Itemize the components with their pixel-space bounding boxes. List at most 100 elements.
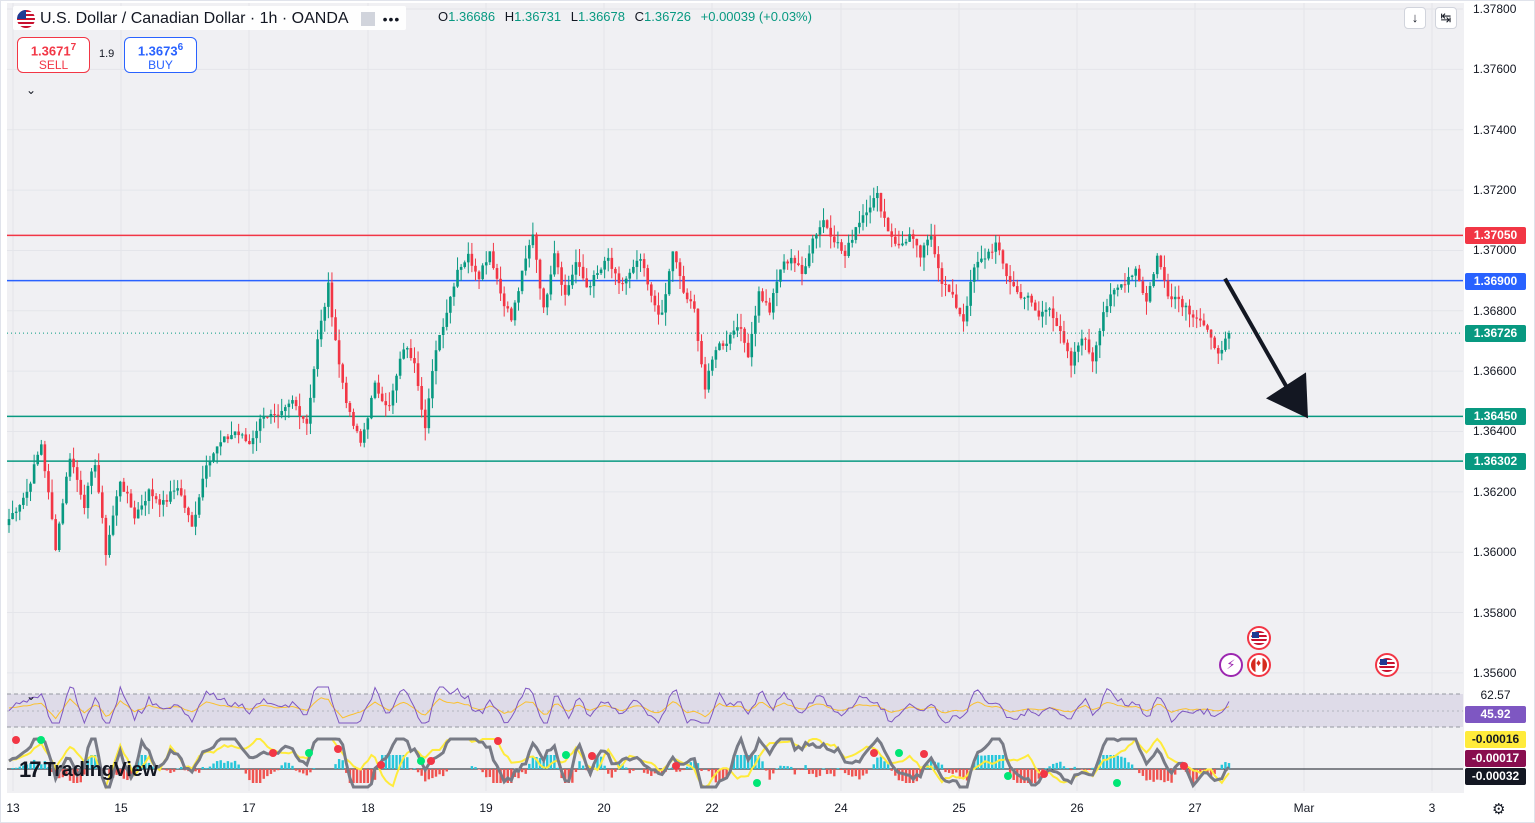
candle-body bbox=[47, 471, 50, 493]
candle-body bbox=[197, 497, 201, 515]
candle-body bbox=[237, 431, 240, 436]
visibility-toggle-icon[interactable] bbox=[360, 12, 375, 26]
candle-body bbox=[1216, 348, 1220, 354]
macd-histogram-bar bbox=[431, 769, 434, 779]
macd-histogram-bar bbox=[682, 769, 685, 771]
macd-histogram-bar bbox=[445, 769, 448, 772]
macd-histogram-bar bbox=[266, 769, 269, 777]
macd-histogram-bar bbox=[815, 769, 818, 778]
collapse-legend-chevron-icon[interactable]: ⌄ bbox=[26, 83, 37, 97]
grid-lines bbox=[7, 3, 1463, 791]
candle-body bbox=[700, 340, 703, 365]
candle-body bbox=[560, 267, 563, 285]
macd-histogram-bar bbox=[477, 769, 481, 770]
macd-histogram-bar bbox=[1112, 755, 1116, 769]
macd-histogram-bar bbox=[1073, 766, 1076, 769]
date-tick-label: Mar bbox=[1293, 801, 1315, 815]
macd-histogram-bar bbox=[1166, 769, 1170, 781]
collapse-indicators-chevron-icon[interactable]: ⌄ bbox=[26, 689, 37, 703]
open-value: 1.36686 bbox=[448, 9, 496, 24]
macd-histogram-bar bbox=[1127, 762, 1130, 769]
candle-body bbox=[682, 276, 685, 293]
price-tick-label: 1.37000 bbox=[1473, 243, 1517, 258]
candle-body bbox=[768, 302, 772, 313]
macd-histogram-bar bbox=[194, 769, 197, 772]
candle-body bbox=[438, 334, 441, 351]
candle-body bbox=[639, 259, 642, 261]
candle-body bbox=[743, 328, 746, 343]
macd-histogram-bar bbox=[646, 769, 649, 774]
gear-icon[interactable]: ⚙ bbox=[1492, 801, 1506, 818]
sell-button[interactable]: 1.36717 SELL bbox=[17, 37, 90, 73]
candle-body bbox=[872, 198, 876, 208]
symbol-legend[interactable]: U.S. Dollar / Canadian Dollar · 1h · OAN… bbox=[13, 6, 407, 30]
download-button[interactable]: ↓ bbox=[1404, 7, 1426, 29]
candle-body bbox=[18, 505, 22, 512]
candle-body bbox=[685, 292, 689, 300]
buy-button[interactable]: 1.36736 BUY bbox=[124, 37, 197, 73]
candle-body bbox=[1084, 338, 1087, 340]
candle-body bbox=[710, 359, 714, 371]
fullscreen-button[interactable]: ↹ bbox=[1435, 7, 1457, 29]
candle-body bbox=[793, 257, 797, 264]
candle-body bbox=[585, 278, 589, 288]
candle-body bbox=[1062, 331, 1066, 343]
macd-histogram-bar bbox=[851, 769, 854, 777]
macd-histogram-bar bbox=[68, 769, 72, 781]
macd-histogram-bar bbox=[406, 757, 409, 769]
bolt-event-icon[interactable]: ⚡ bbox=[1219, 653, 1243, 677]
macd-histogram-bar bbox=[172, 769, 176, 772]
macd-histogram-bar bbox=[1224, 762, 1227, 769]
tradingview-logo[interactable]: 17 TradingView bbox=[19, 757, 158, 783]
ca-event-flag-icon[interactable] bbox=[1247, 653, 1271, 677]
macd-histogram-bar bbox=[628, 769, 631, 774]
macd-histogram-bar bbox=[1034, 769, 1037, 783]
candle-body bbox=[1091, 352, 1094, 362]
candle-body bbox=[1001, 250, 1005, 264]
candle-body bbox=[876, 192, 879, 199]
macd-histogram-bar bbox=[345, 769, 348, 773]
macd-histogram-bar bbox=[83, 769, 86, 775]
macd-histogram-bar bbox=[416, 769, 420, 773]
candle-body bbox=[25, 491, 29, 498]
macd-histogram-bar bbox=[711, 769, 714, 778]
macd-histogram-bar bbox=[485, 769, 488, 778]
us-event-flag-icon-2[interactable] bbox=[1375, 653, 1399, 677]
candle-body bbox=[212, 453, 215, 462]
macd-histogram-bar bbox=[14, 767, 18, 769]
candle-body bbox=[50, 492, 54, 520]
forecast-arrow[interactable] bbox=[1223, 277, 1308, 419]
candle-body bbox=[251, 438, 255, 445]
candle-body bbox=[1198, 318, 1202, 321]
candle-body bbox=[441, 326, 445, 335]
candle-body bbox=[922, 245, 926, 258]
macd-histogram-bar bbox=[1102, 755, 1105, 769]
candle-body bbox=[502, 293, 506, 307]
candle-body bbox=[1127, 276, 1130, 285]
macd-histogram-bar bbox=[929, 760, 933, 769]
more-options-icon[interactable]: ••• bbox=[382, 11, 401, 27]
candle-body bbox=[847, 242, 850, 256]
candle-body bbox=[599, 269, 603, 274]
macd-cross-marker bbox=[12, 736, 20, 744]
macd-histogram-bar bbox=[1041, 769, 1044, 772]
macd-histogram-bar bbox=[413, 768, 416, 769]
candle-body bbox=[1155, 255, 1159, 275]
macd-histogram-bar bbox=[86, 758, 90, 769]
candle-body bbox=[179, 488, 183, 496]
macd-histogram-bar bbox=[162, 769, 165, 770]
candle-body bbox=[79, 479, 83, 495]
candle-body bbox=[1163, 267, 1166, 281]
candle-body bbox=[980, 258, 983, 262]
candle-body bbox=[628, 272, 632, 279]
us-event-flag-icon[interactable] bbox=[1247, 626, 1271, 650]
candle-body bbox=[111, 515, 115, 535]
macd-histogram-bar bbox=[312, 768, 316, 769]
candle-body bbox=[915, 238, 919, 246]
candle-body bbox=[57, 523, 61, 550]
macd-histogram-bar bbox=[61, 769, 65, 778]
candle-body bbox=[126, 491, 129, 494]
candle-body bbox=[886, 217, 890, 232]
